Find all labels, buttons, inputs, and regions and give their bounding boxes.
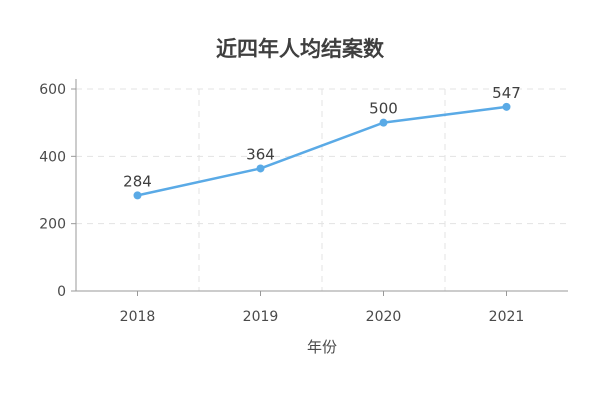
y-tick-label: 400 (39, 149, 66, 165)
chart-title: 近四年人均结案数 (216, 37, 385, 61)
data-point (256, 164, 265, 173)
series-line (137, 105, 507, 197)
data-label: 284 (123, 172, 152, 190)
x-tick-label: 2020 (366, 309, 402, 325)
x-axis-label: 年份 (307, 338, 337, 356)
gridlines (76, 88, 568, 291)
x-tick-label: 2018 (120, 309, 156, 325)
data-label: 500 (369, 100, 398, 118)
y-tick-labels: 0 200 400 600 (39, 82, 66, 300)
x-tick-label: 2019 (243, 309, 279, 325)
data-point (133, 191, 142, 200)
x-tick-labels: 2018 2019 2020 2021 (120, 309, 525, 325)
x-tick-label: 2021 (489, 309, 525, 325)
data-label: 364 (246, 145, 275, 163)
data-point (379, 118, 388, 127)
axes (71, 79, 568, 296)
y-tick-label: 0 (57, 284, 66, 300)
y-tick-label: 600 (39, 82, 66, 98)
series-group (133, 102, 511, 200)
y-tick-label: 200 (39, 217, 66, 233)
data-labels: 284 364 500 547 (123, 84, 521, 191)
data-label: 547 (492, 84, 521, 102)
data-point (502, 102, 511, 111)
